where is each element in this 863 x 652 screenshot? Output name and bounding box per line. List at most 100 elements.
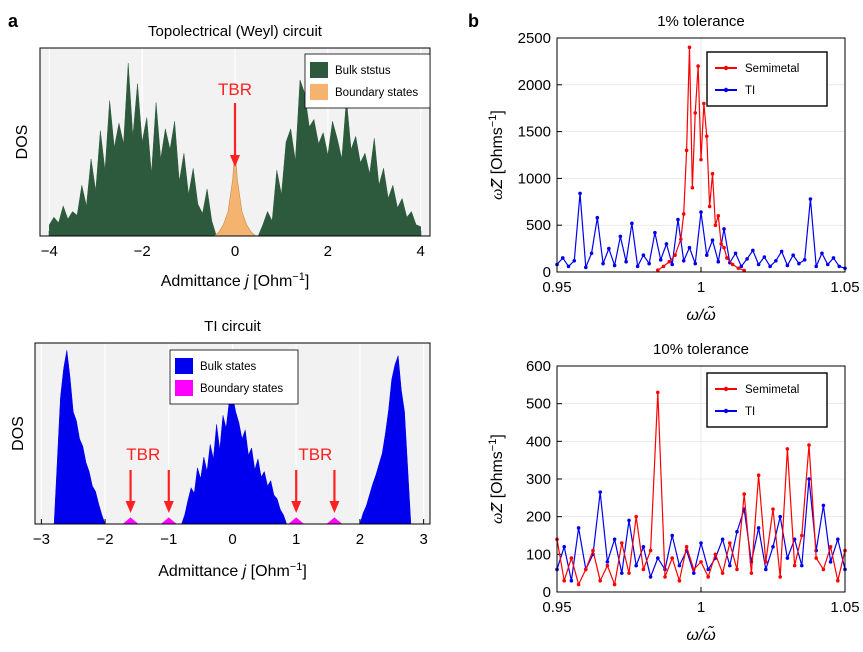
ti-point [768,264,772,269]
y-axis-label: DOS [14,125,31,160]
ti-point [699,210,703,214]
ti-point [800,563,804,568]
y-tick-label: 2500 [518,30,551,47]
y-tick-label: 0 [543,264,551,281]
ti-point [762,255,767,259]
semimetal-point [736,266,741,271]
ti-point [716,259,721,264]
legend-label: TI [745,85,755,97]
panel-label-a: a [8,11,19,31]
semimetal-point [634,514,638,519]
ti-point [814,264,818,269]
x-tick-label: −2 [134,243,151,260]
semimetal-point [661,264,666,269]
ti-point [658,258,663,262]
semimetal-point [562,578,566,583]
semimetal-point [690,185,695,190]
legend-swatch [175,358,193,374]
ti-point [627,518,631,523]
ti-point [792,537,797,542]
y-tick-label: 500 [526,396,551,413]
ti-point [733,251,738,256]
annotation-arrow-head [291,501,302,513]
semimetal-point [656,268,660,272]
x-tick-label: 1.05 [830,279,859,296]
y-axis-label: DOS [10,416,27,451]
semimetal-point [612,582,617,587]
legend-label: Boundary states [200,383,283,395]
ti-point [601,261,605,266]
ti-point [764,567,768,572]
y-tick-label: 1000 [518,170,551,187]
ti-point [676,217,680,222]
chart-title: Topolectrical (Weyl) circuit [148,23,323,40]
ti-point [605,560,610,564]
x-tick-label: 4 [417,243,425,260]
x-tick-label: 0 [231,243,239,260]
x-tick-label: 2 [356,531,364,548]
x-tick-label: −3 [33,531,50,548]
legend-swatch [310,84,328,100]
semimetal-point [591,548,595,553]
semimetal-point [605,563,610,568]
ti-point [562,545,566,549]
semimetal-point [785,447,790,451]
ti-point [771,545,775,549]
ti-point [785,263,790,268]
semimetal-point [699,560,703,564]
x-axis-label: ω/ω̃ [686,624,715,644]
legend-marker [723,65,729,71]
semimetal-point [684,545,689,549]
ti-point [692,571,696,575]
ti-point [560,256,565,260]
ti-point [589,251,594,256]
x-axis-label: Admittance j [Ohm−1] [161,271,310,290]
legend-label: Bulk ststus [335,65,391,77]
ti-point [807,477,811,481]
y-tick-label: 400 [526,433,551,450]
ti-point [598,490,602,494]
y-tick-label: 0 [543,584,551,601]
semimetal-point [620,541,624,545]
plot-frame [34,342,431,525]
ti-point [808,197,813,201]
x-tick-label: 0.95 [542,279,571,296]
ti-point [785,556,790,560]
semimetal-point [684,148,689,153]
legend-marker [723,386,729,392]
ti-point [756,262,761,267]
semimetal-point [764,560,768,564]
semimetal-point [792,563,797,568]
x-tick-label: 1.05 [830,599,859,616]
legend-marker [723,408,729,414]
ti-point [641,253,646,257]
ti-point [720,537,725,542]
ti-point [656,556,660,560]
chart-ti-dos: −3 −2 −1 0 1 2 3 TI circuit DOS Admittance j [Ohm… [10,318,431,580]
legend-box [706,51,828,107]
x-tick-label: 0.95 [542,599,571,616]
ti-point [722,227,726,231]
semimetal-point [702,101,706,106]
y-tick-label: 300 [526,471,551,488]
semimetal-point [814,556,818,560]
x-axis-label: ω/ω̃ [686,304,715,324]
semimetal-point [681,212,686,216]
ti-point [635,264,640,269]
ti-point [825,262,830,267]
semimetal-point [807,443,811,447]
legend-label: Semimetal [745,63,799,75]
y-axis-label: ω̃Z [Ohms−1] [487,110,506,200]
semimetal-point [576,582,581,587]
plot-frame [39,47,431,237]
semimetal-point [663,575,667,579]
semimetal-point [692,567,696,572]
legend-swatch [310,62,328,78]
annotation-tbr: TBR [126,445,160,464]
ti-point [664,242,669,246]
annotation-arrow-head [230,155,240,167]
legend-label: Bulk states [200,361,256,373]
panel-label-b: b [468,11,479,31]
ti-point [681,258,686,263]
y-tick-label: 500 [526,217,551,234]
